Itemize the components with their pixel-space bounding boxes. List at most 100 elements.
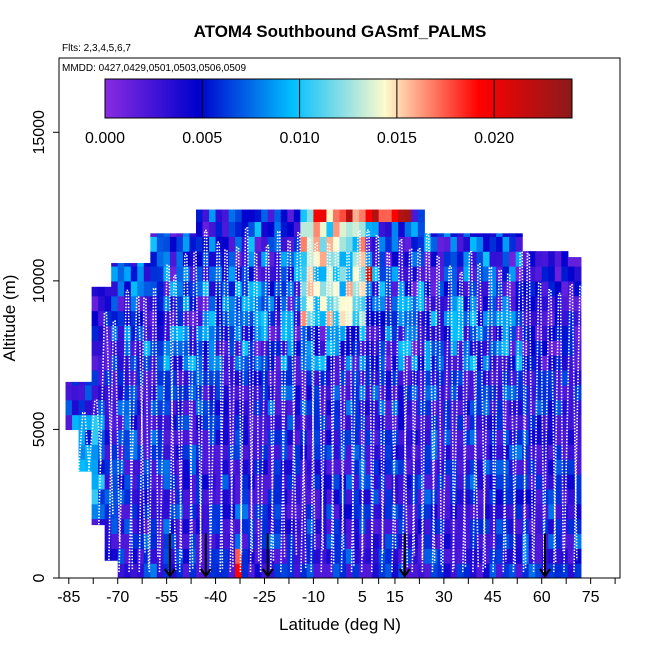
heatmap-cell xyxy=(319,325,328,341)
heatmap-cell xyxy=(280,221,288,237)
heatmap-cell xyxy=(195,295,204,312)
heatmap-cell xyxy=(443,310,451,327)
arrow-head xyxy=(398,568,411,578)
heatmap-cell xyxy=(476,474,484,490)
heatmap-cell xyxy=(339,533,347,549)
heatmap-cell xyxy=(574,474,582,490)
heatmap-cell xyxy=(391,548,399,564)
heatmap-cell xyxy=(319,251,328,267)
heatmap-cell xyxy=(124,325,132,341)
heatmap-cell xyxy=(228,429,236,445)
heatmap-cell xyxy=(137,429,145,445)
heatmap-cell xyxy=(313,355,321,371)
heatmap-cell xyxy=(189,399,197,416)
heatmap-cell xyxy=(150,233,158,237)
x-tick-label: 45 xyxy=(484,589,502,606)
heatmap-cell xyxy=(287,310,295,327)
heatmap-cell xyxy=(372,370,380,386)
heatmap-cell xyxy=(143,503,151,520)
heatmap-cell xyxy=(463,310,471,327)
heatmap-cell xyxy=(163,444,171,460)
heatmap-cell xyxy=(261,488,269,505)
heatmap-cell xyxy=(359,209,367,223)
heatmap-cell xyxy=(567,384,575,401)
heatmap-cell xyxy=(306,209,315,223)
heatmap-cell xyxy=(117,295,125,312)
heatmap-cell xyxy=(456,518,465,535)
heatmap-cell xyxy=(332,384,341,401)
heatmap-cell xyxy=(313,548,321,564)
heatmap-cell xyxy=(450,355,458,371)
heatmap-cell xyxy=(254,295,262,312)
heatmap-cell xyxy=(150,280,158,297)
heatmap-cell xyxy=(254,563,262,578)
flight-track xyxy=(370,234,384,573)
heatmap-cell xyxy=(274,399,282,416)
heatmap-cell xyxy=(463,399,471,416)
heatmap-cell xyxy=(332,474,341,490)
heatmap-cell xyxy=(378,414,386,431)
heatmap-cell xyxy=(437,355,445,371)
heatmap-cell xyxy=(267,266,275,282)
heatmap-cell xyxy=(424,340,432,356)
heatmap-cell xyxy=(476,518,484,535)
heatmap-cell xyxy=(124,414,132,431)
heatmap-cell xyxy=(319,236,328,252)
heatmap-cell xyxy=(469,429,478,445)
heatmap-cell xyxy=(267,310,275,327)
heatmap-cell xyxy=(372,209,380,223)
heatmap-cell xyxy=(130,266,138,282)
heatmap-cell xyxy=(424,474,432,490)
heatmap-cell xyxy=(424,310,432,327)
heatmap-cell xyxy=(528,414,536,431)
heatmap-cell xyxy=(554,340,562,356)
heatmap-cell xyxy=(150,474,158,490)
heatmap-cell xyxy=(398,399,406,416)
heatmap-cell xyxy=(182,414,191,431)
heatmap-cell xyxy=(280,310,288,327)
heatmap-cell xyxy=(306,221,315,237)
heatmap-cell xyxy=(215,355,223,371)
heatmap-cell xyxy=(411,310,419,327)
heatmap-cell xyxy=(574,370,582,386)
heatmap-cell xyxy=(424,518,432,535)
heatmap-cell xyxy=(195,503,204,520)
flight-track xyxy=(209,241,224,573)
heatmap-cell xyxy=(169,370,178,386)
heatmap-cell xyxy=(209,533,217,549)
heatmap-cell xyxy=(332,399,341,416)
flight-track xyxy=(532,282,545,573)
heatmap-cell xyxy=(163,533,171,549)
heatmap-cell xyxy=(502,503,510,520)
heatmap-cell xyxy=(235,548,243,564)
heatmap-cell xyxy=(561,325,569,341)
heatmap-cell xyxy=(574,444,582,460)
heatmap-cell xyxy=(372,414,380,431)
heatmap-cell xyxy=(254,488,262,505)
heatmap-cell xyxy=(456,563,465,578)
heatmap-cell xyxy=(528,459,536,475)
heatmap-cell xyxy=(117,399,125,416)
heatmap-cell xyxy=(476,444,484,460)
heatmap-cell xyxy=(293,370,301,386)
heatmap-cell xyxy=(365,518,373,535)
heatmap-cell xyxy=(378,429,386,445)
heatmap-cell xyxy=(293,310,301,327)
heatmap-cell xyxy=(404,251,412,267)
heatmap-cell xyxy=(567,474,575,490)
heatmap-cell xyxy=(313,414,321,431)
heatmap-cell xyxy=(150,340,158,356)
heatmap-cell xyxy=(195,384,204,401)
heatmap-cell xyxy=(189,251,197,267)
flight-track xyxy=(441,265,455,573)
heatmap-cell xyxy=(182,310,191,327)
heatmap-cell xyxy=(437,503,445,520)
heatmap-cell xyxy=(359,325,367,341)
heatmap-cell xyxy=(137,263,145,267)
heatmap-cell xyxy=(150,444,158,460)
heatmap-cell xyxy=(378,209,386,223)
heatmap-cell xyxy=(443,399,451,416)
heatmap-cell xyxy=(117,518,125,535)
flight-track xyxy=(431,255,442,573)
heatmap-cell xyxy=(235,533,243,549)
